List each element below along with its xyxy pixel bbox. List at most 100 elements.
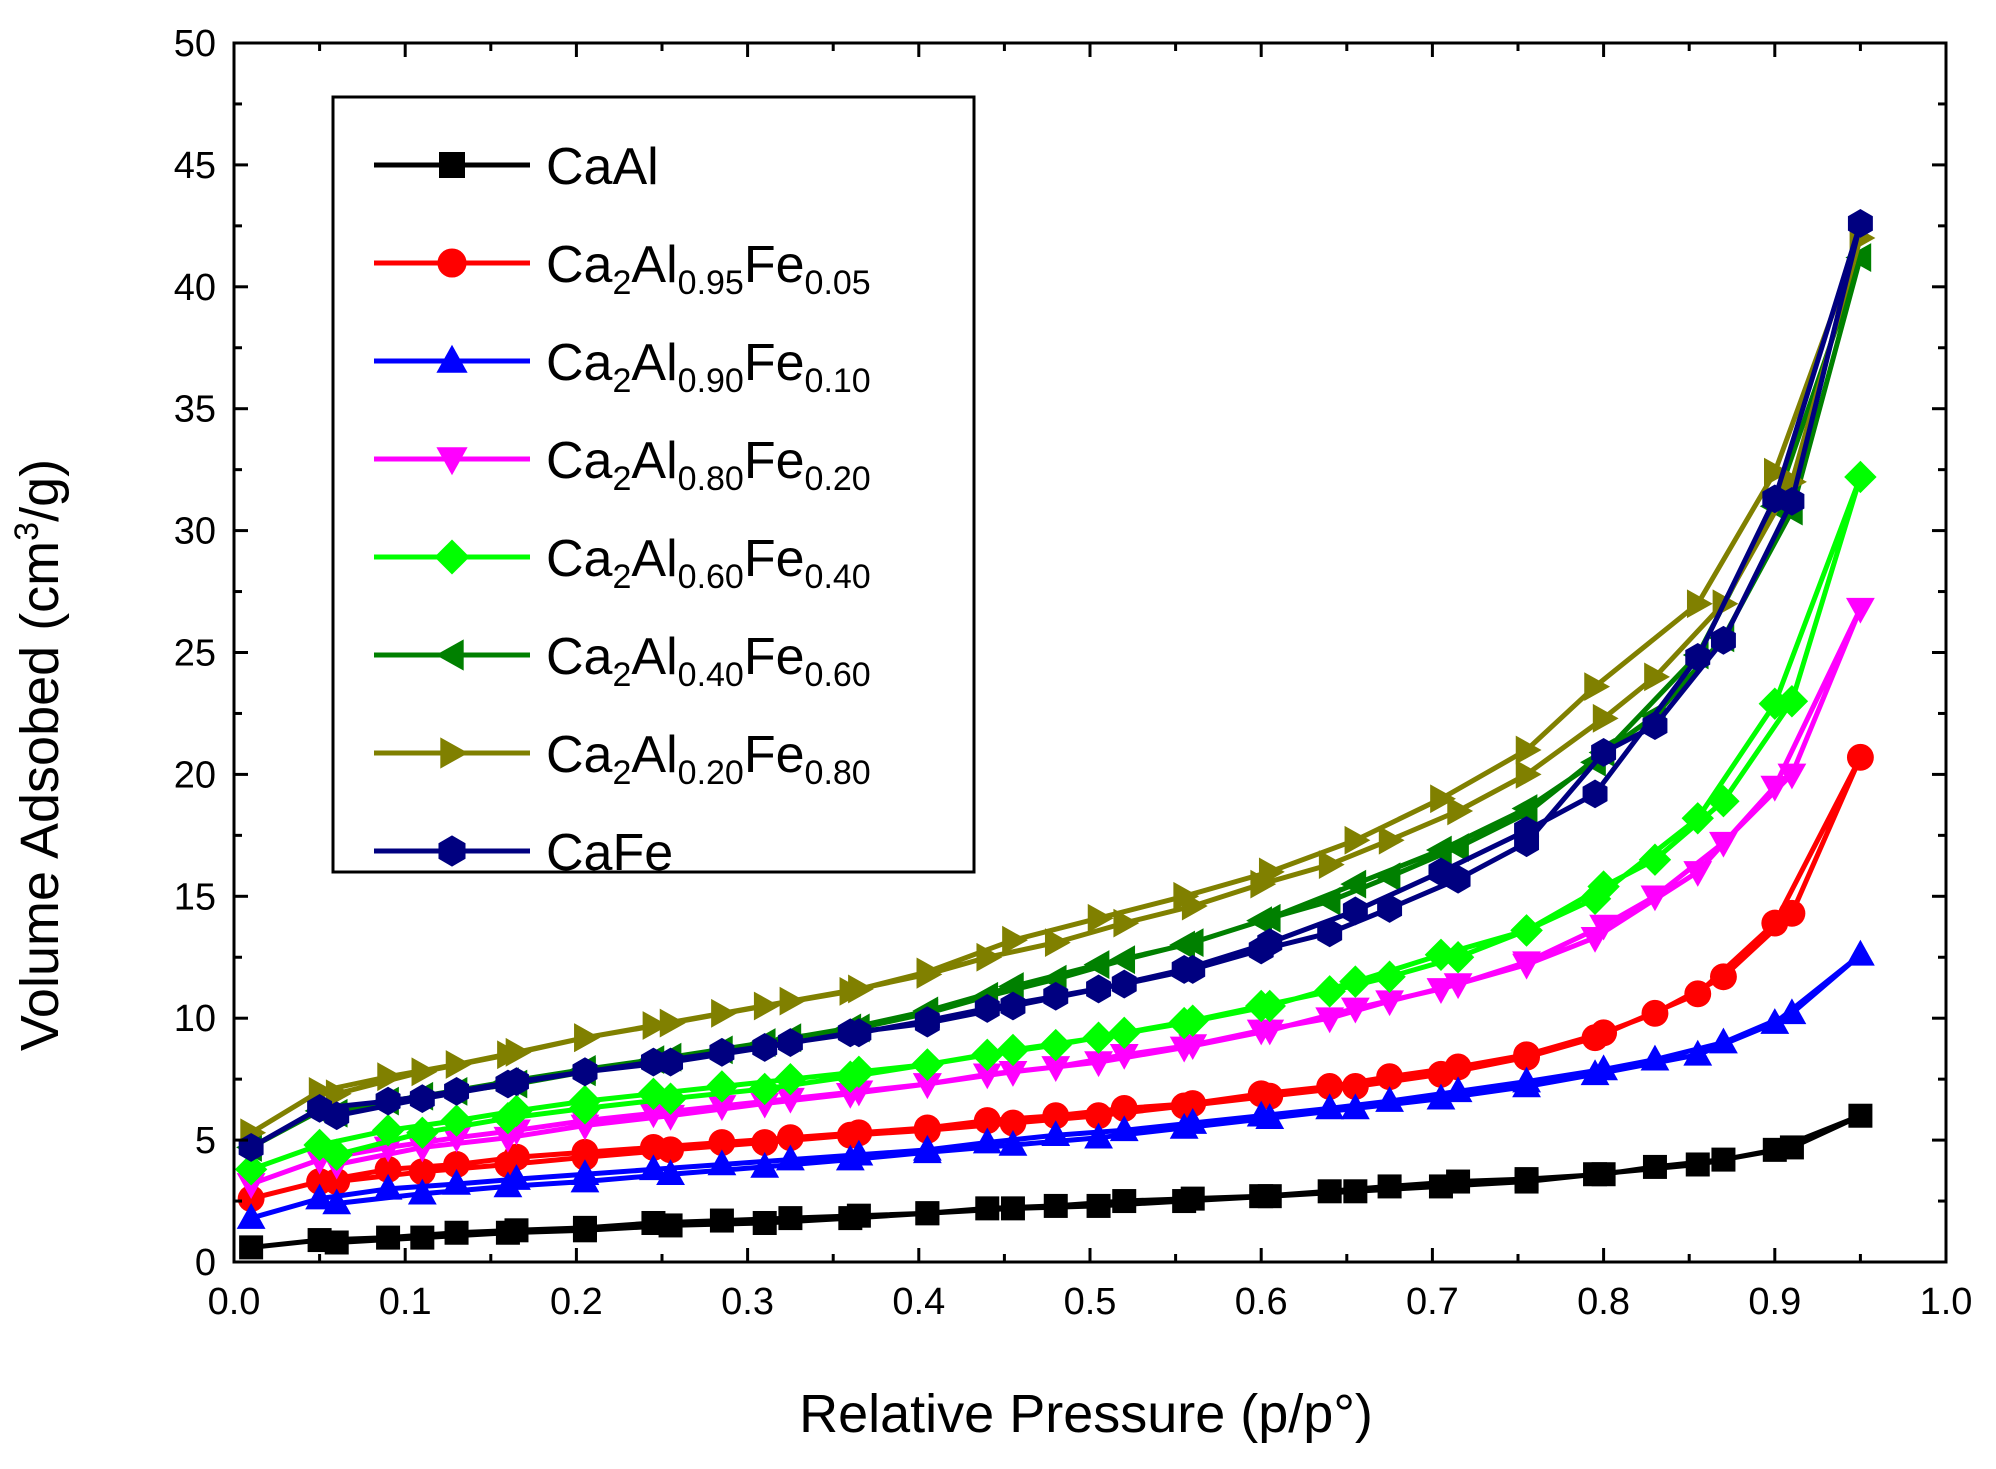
data-point (914, 1008, 940, 1038)
data-point (1253, 989, 1286, 1023)
data-point (236, 1173, 266, 1199)
data-point (657, 1136, 684, 1164)
legend-label-part: Ca (546, 432, 613, 490)
data-point (495, 1069, 521, 1099)
series-layer (234, 209, 1877, 1260)
y-axis-title-main: Volume Adsobed (cm (10, 541, 70, 1051)
legend-label-part: 0.40 (678, 656, 744, 694)
data-point (779, 986, 806, 1016)
data-point (1039, 1028, 1072, 1062)
legend-item-2: Ca2Al0.95Fe0.05 (374, 236, 871, 302)
y-tick-label: 10 (174, 998, 216, 1040)
data-point (1375, 990, 1404, 1017)
legend-item-7: Ca2Al0.20Fe0.80 (374, 726, 871, 792)
data-point (1762, 484, 1788, 514)
data-point (303, 1128, 336, 1162)
data-point (1377, 894, 1403, 923)
data-point (1644, 662, 1670, 692)
data-point (1584, 672, 1611, 702)
legend-label: Ca2Al0.40Fe0.60 (546, 628, 871, 694)
data-point (1378, 825, 1405, 855)
y-axis-title: Volume Adsobed (cm3/g) (8, 459, 70, 1051)
data-point (493, 1171, 523, 1198)
data-point (658, 1047, 684, 1077)
data-point (656, 1159, 685, 1186)
data-point (1760, 1008, 1790, 1034)
data-point (323, 1168, 351, 1195)
legend-label-part: Al (631, 530, 677, 588)
data-point (1443, 833, 1469, 862)
data-point (1000, 1196, 1025, 1221)
data-point (1683, 861, 1713, 887)
data-point (1777, 998, 1807, 1025)
data-point (1592, 703, 1619, 733)
data-point (1512, 1071, 1541, 1098)
data-point (1082, 1021, 1115, 1054)
x-tick-label: 0.7 (1406, 1281, 1459, 1323)
legend-label: CaAl (546, 138, 659, 196)
data-point (1256, 1082, 1284, 1110)
data-point (913, 1116, 941, 1144)
data-point (750, 1092, 780, 1119)
data-point (1510, 914, 1543, 947)
y-tick-label: 35 (174, 389, 216, 431)
data-point (570, 1166, 600, 1193)
data-point (751, 1129, 779, 1156)
y-tick-label: 45 (174, 145, 216, 187)
data-point (445, 1050, 472, 1079)
data-point (838, 1206, 863, 1231)
legend-label-part: Al (631, 334, 677, 392)
data-point (442, 1126, 471, 1153)
data-point (976, 942, 1003, 972)
x-axis-title: Relative Pressure (p/p°) (799, 1384, 1373, 1444)
data-point (1113, 908, 1140, 938)
data-point (777, 1028, 803, 1057)
legend-label-part: 0.05 (805, 264, 871, 302)
data-point (497, 1040, 523, 1070)
data-point (325, 1079, 352, 1109)
data-point (999, 1109, 1027, 1137)
data-point (776, 1087, 805, 1114)
data-point (1313, 975, 1346, 1008)
data-point (373, 1173, 403, 1200)
legend-marker (440, 737, 469, 769)
data-point (776, 1124, 804, 1152)
legend-label-part: Ca (546, 236, 613, 294)
legend-marker (434, 539, 470, 575)
data-point (1514, 1169, 1539, 1194)
data-point (1343, 1179, 1368, 1204)
data-point (1426, 978, 1456, 1004)
data-point (1641, 999, 1669, 1027)
legend-item-3: Ca2Al0.90Fe0.10 (374, 334, 871, 400)
legend-label-part: 0.60 (805, 656, 871, 694)
data-point (1707, 785, 1740, 818)
data-point (837, 1018, 863, 1048)
data-point (406, 1116, 439, 1149)
data-point (1582, 779, 1608, 809)
data-point (656, 1104, 685, 1131)
legend-item-1: CaAl (374, 138, 659, 196)
data-point (320, 1138, 353, 1171)
data-point (1086, 1193, 1111, 1218)
data-point (1002, 925, 1028, 955)
data-point (1044, 928, 1071, 958)
data-point (1684, 980, 1712, 1008)
data-point (642, 1011, 669, 1040)
legend-item-8: CaFe (374, 824, 673, 882)
data-point (1846, 939, 1875, 966)
data-point (1591, 738, 1617, 767)
data-point (1317, 918, 1343, 948)
data-point (1344, 825, 1371, 855)
data-point (1424, 938, 1458, 972)
series-3 (236, 939, 1875, 1229)
data-point (835, 1144, 865, 1171)
data-point (1775, 685, 1809, 718)
data-point (568, 1092, 602, 1125)
x-tick-label: 0.5 (1064, 1281, 1117, 1323)
data-point (997, 972, 1024, 1001)
legend-label-part: Ca (546, 628, 613, 686)
legend-label-part: Fe (744, 726, 805, 784)
data-point (1043, 1193, 1068, 1218)
legend-label-part: Ca (546, 726, 613, 784)
data-point (637, 1077, 670, 1110)
